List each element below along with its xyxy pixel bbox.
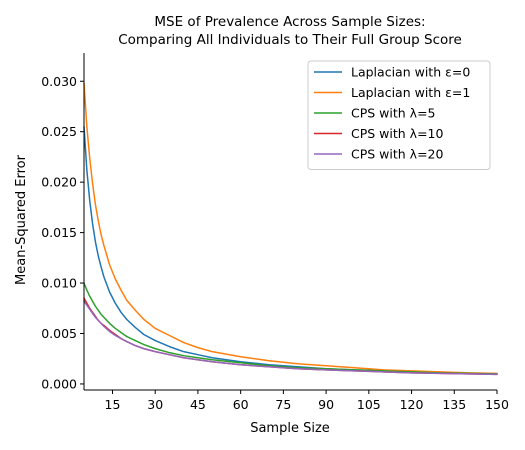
series-line-2 — [83, 82, 498, 375]
y-axis-label: Mean-Squared Error — [14, 154, 29, 285]
x-tick-label: 75 — [275, 397, 291, 412]
y-axis-ticks: 0.000 0.005 0.010 0.015 0.020 0.025 0.030 — [41, 74, 84, 391]
x-axis-label: Sample Size — [250, 421, 330, 436]
x-tick-label: 45 — [190, 397, 206, 412]
chart-title: MSE of Prevalence Across Sample Sizes: — [154, 14, 425, 30]
x-tick-label: 150 — [485, 397, 509, 412]
legend: Laplacian with ε=0 Laplacian with ε=1 CPS … — [307, 60, 491, 170]
legend-label-4: CPS with λ=10 — [351, 126, 443, 141]
y-tick-label: 0.025 — [41, 124, 77, 139]
x-tick-label: 30 — [147, 397, 163, 412]
y-tick-label: 0.000 — [41, 376, 77, 391]
x-tick-label: 15 — [105, 397, 121, 412]
y-tick-label: 0.010 — [41, 276, 77, 291]
series-layer — [83, 82, 498, 376]
y-tick-label: 0.005 — [41, 326, 77, 341]
x-tick-label: 135 — [442, 397, 466, 412]
y-tick-label: 0.015 — [41, 225, 77, 240]
x-tick-label: 60 — [233, 397, 249, 412]
x-tick-label: 105 — [357, 397, 381, 412]
series-line-5 — [83, 300, 498, 376]
x-axis-ticks: 15 30 45 60 75 90 105 120 135 150 — [105, 390, 509, 412]
x-tick-label: 120 — [400, 397, 424, 412]
legend-label-3: CPS with λ=5 — [351, 106, 436, 121]
legend-label-1: Laplacian with ε=0 — [351, 65, 470, 80]
y-tick-label: 0.020 — [41, 175, 77, 190]
chart-subtitle: Comparing All Individuals to Their Full … — [118, 32, 462, 48]
series-line-3 — [83, 282, 498, 375]
y-tick-label: 0.030 — [41, 74, 77, 89]
x-tick-label: 90 — [318, 397, 334, 412]
legend-frame — [307, 60, 491, 170]
legend-label-5: CPS with λ=20 — [351, 147, 443, 162]
legend-label-2: Laplacian with ε=1 — [351, 85, 470, 100]
